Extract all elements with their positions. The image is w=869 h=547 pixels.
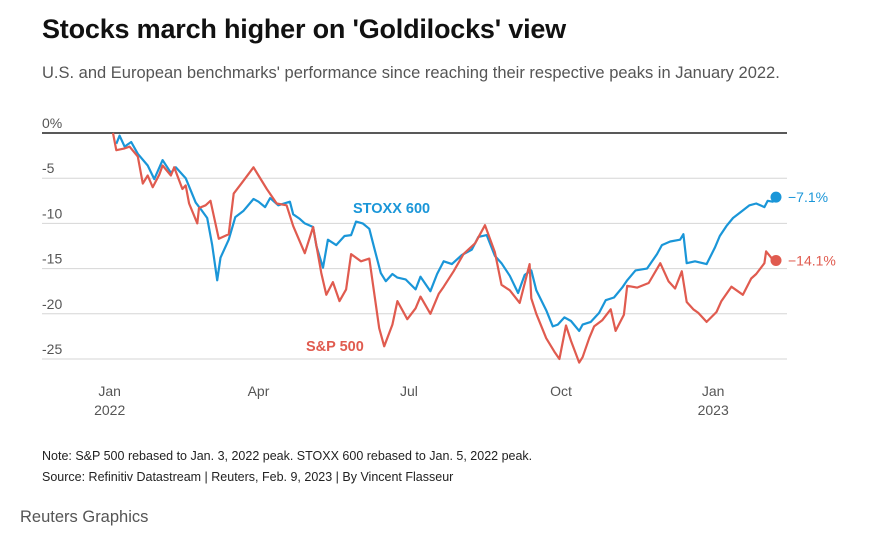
source-line: Source: Refinitiv Datastream | Reuters, … [42,470,454,484]
grid-lines [42,132,787,360]
series-labels: −7.1% −14.1% STOXX 600 S&P 500 [306,189,836,355]
y-tick-label: -10 [42,205,62,221]
x-tick-label: Oct [550,383,572,399]
series-end-value: −7.1% [788,189,828,205]
x-tick-year-label: 2022 [94,402,125,418]
y-tick-label: 0% [42,115,62,131]
series-line-sp-500 [111,132,777,364]
y-tick-label: -5 [42,160,55,176]
x-tick-label: Jul [400,383,418,399]
x-tick-year-label: 2023 [698,402,729,418]
y-tick-label: -20 [42,296,62,312]
chart-title: Stocks march higher on 'Goldilocks' view [42,14,566,44]
series-end-dot [770,191,782,203]
y-tick-label: -15 [42,251,62,267]
x-axis-ticks: Jan 2022 Apr Jul Oct Jan 2023 [94,383,729,418]
x-tick-label: Apr [248,383,270,399]
series-line-stoxx-600 [115,134,777,332]
series-name-label: S&P 500 [306,339,364,355]
series-name-label: STOXX 600 [353,201,430,217]
y-tick-label: -25 [42,341,62,357]
footnote: Note: S&P 500 rebased to Jan. 3, 2022 pe… [42,449,533,463]
y-axis-ticks: 0% -5 -10 -15 -20 -25 [42,115,62,357]
series-end-dot [770,254,782,266]
x-tick-label: Jan [98,383,121,399]
x-tick-label: Jan [702,383,725,399]
brand-logo: Reuters Graphics [20,508,149,526]
chart-subtitle: U.S. and European benchmarks' performanc… [42,64,780,82]
series-end-value: −14.1% [788,252,836,268]
line-chart: 0% -5 -10 -15 -20 -25 Jan 2022 Apr Jul Oct Jan 2023… [42,115,836,418]
series-lines [111,132,782,364]
